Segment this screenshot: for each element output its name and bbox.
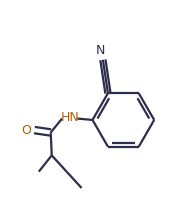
Text: N: N bbox=[96, 44, 106, 57]
Text: O: O bbox=[21, 124, 31, 137]
Text: HN: HN bbox=[60, 111, 79, 124]
